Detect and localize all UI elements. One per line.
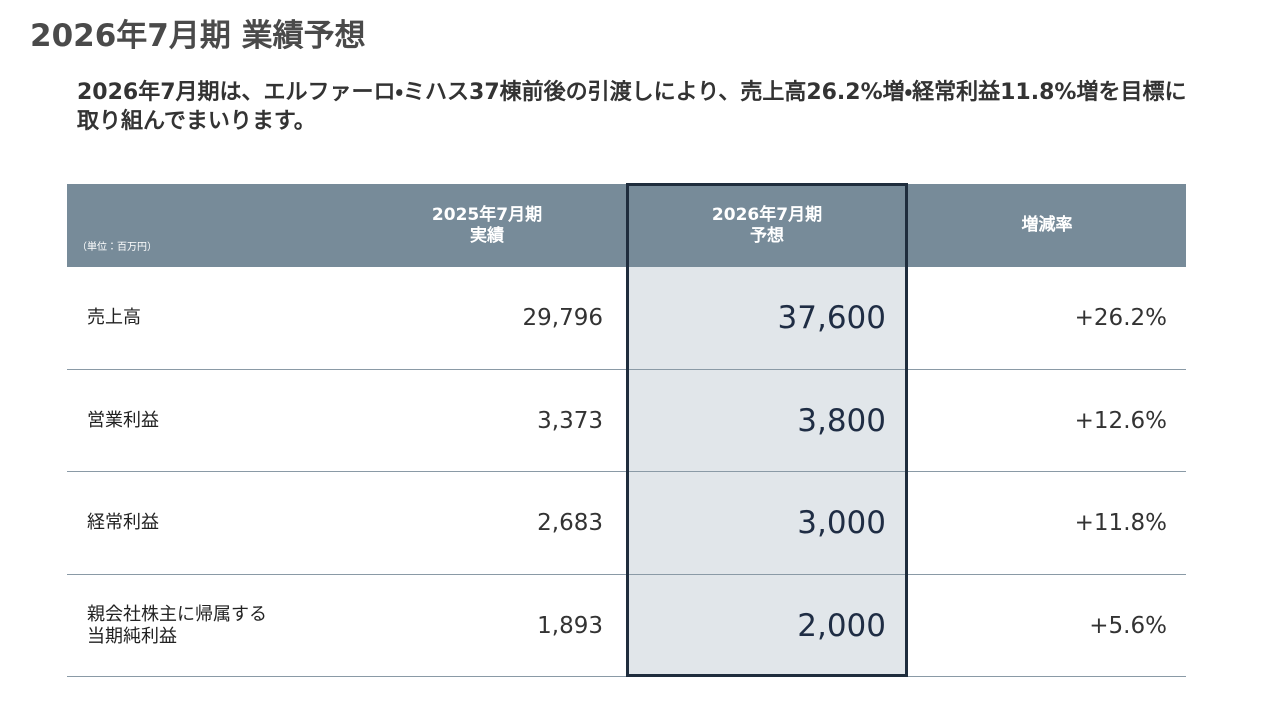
slide-title: 2026年7月期 業績予想 [30, 18, 366, 54]
header-text: 実績 [470, 225, 504, 246]
forecast-value: 3,000 [797, 505, 886, 541]
change-rate: +5.6% [1089, 612, 1167, 639]
forecast-value: 2,000 [797, 607, 886, 644]
actual-value: 3,373 [537, 407, 603, 434]
header-text: 予想 [750, 225, 784, 246]
forecast-value: 3,800 [797, 402, 886, 439]
actual-value: 1,893 [537, 612, 603, 639]
row-label-line: 親会社株主に帰属する [87, 603, 267, 625]
change-rate: +12.6% [1074, 407, 1167, 434]
header-text: 2025年7月期 [431, 204, 543, 225]
actual-value: 2,683 [537, 510, 603, 536]
change-rate: +26.2% [1074, 305, 1167, 331]
row-label: 親会社株主に帰属する 当期純利益 [87, 575, 347, 677]
header-text: 増減率 [1021, 215, 1073, 235]
description: 2026年7月期は、エルファーロ・ミハス37棟前後の引渡しにより、売上高26.2… [77, 80, 1187, 134]
forecast-border [626, 183, 908, 677]
header-cell: 2025年7月期 実績 [347, 184, 627, 267]
row-label: 売上高 [87, 267, 347, 369]
row-label: 経常利益 [87, 472, 347, 574]
row-label: 営業利益 [87, 370, 347, 472]
row-label-line: 経常利益 [87, 512, 159, 533]
forecast-value: 37,600 [777, 300, 886, 336]
header-cell: 増減率 [907, 184, 1187, 267]
row-label-line: 営業利益 [87, 409, 159, 431]
row-label-line: 売上高 [87, 307, 141, 328]
change-rate: +11.8% [1074, 510, 1167, 536]
header-text: 2026年7月期 [711, 204, 823, 225]
unit-note: （単位：百万円） [77, 242, 157, 253]
row-label-line: 当期純利益 [87, 625, 177, 647]
header-cell: 2026年7月期 予想 [627, 184, 907, 267]
actual-value: 29,796 [522, 305, 603, 331]
